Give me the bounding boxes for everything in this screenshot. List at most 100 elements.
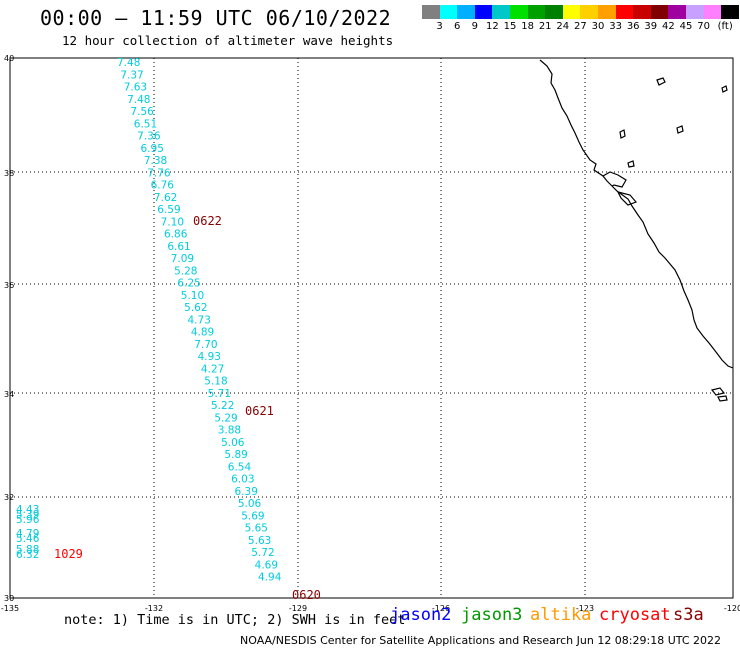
island-path-6 — [717, 395, 728, 402]
island-path-3 — [627, 160, 635, 168]
wave-height-label: 7.63 — [124, 82, 147, 94]
island-path-2 — [676, 125, 684, 134]
legend-label: 24 — [556, 21, 570, 32]
satellite-jason3-label: jason3 — [461, 605, 523, 625]
footer-note: note: 1) Time is in UTC; 2) SWH is in fe… — [64, 612, 406, 628]
lat-label: 34 — [4, 390, 14, 399]
wave-height-label: 7.36 — [137, 131, 161, 143]
page-subtitle: 12 hour collection of altimeter wave hei… — [62, 33, 394, 48]
legend-label: 27 — [574, 21, 587, 32]
wave-height-label: 5.06 — [221, 437, 245, 449]
wave-height-label: 3.88 — [218, 425, 241, 437]
wave-height-label: 4.94 — [258, 572, 282, 584]
wave-height-label: 7.38 — [144, 155, 167, 167]
lat-label: 36 — [4, 281, 14, 290]
time-labels: 0622 0621 0620 1029 — [54, 214, 321, 602]
wave-height-label: 4.69 — [255, 559, 278, 571]
lon-label: -129 — [289, 604, 307, 613]
legend-swatch — [439, 5, 458, 19]
wave-height-label: 7.48 — [117, 57, 140, 69]
coastline-path — [539, 59, 734, 369]
wave-height-label: 7.62 — [154, 192, 177, 204]
wave-height-label: 7.37 — [120, 69, 143, 81]
lat-label: 38 — [4, 169, 14, 178]
wave-height-label: 5.65 — [245, 523, 268, 535]
wave-height-label: 5.96 — [16, 514, 40, 526]
bay-inner-path — [616, 191, 638, 206]
wave-height-label: 7.76 — [147, 167, 171, 179]
lon-label: -132 — [145, 604, 163, 613]
wave-height-label: 7.10 — [161, 216, 184, 228]
wave-height-label: 6.03 — [231, 474, 254, 486]
pass-time-label: 0621 — [245, 404, 274, 418]
wave-height-label: 4.93 — [198, 351, 221, 363]
wave-height-label: 7.48 — [127, 94, 150, 106]
legend-swatch — [615, 5, 634, 19]
legend-swatch — [527, 5, 546, 19]
wave-track-west: 7.487.377.637.487.566.517.366.957.387.76… — [117, 57, 282, 584]
legend-swatch — [562, 5, 581, 19]
pass-time-label: 0620 — [292, 588, 321, 602]
legend-label: 12 — [486, 21, 499, 32]
wave-height-label: 4.27 — [201, 363, 224, 375]
legend-label: 42 — [662, 21, 675, 32]
coastline — [539, 59, 734, 402]
wave-height-label: 6.32 — [16, 549, 39, 561]
wave-height-label: 5.28 — [174, 265, 197, 277]
legend-label: 45 — [679, 21, 693, 32]
footer-credit: NOAA/NESDIS Center for Satellite Applica… — [240, 634, 722, 647]
legend-swatch — [509, 5, 528, 19]
wave-height-label: 6.51 — [134, 118, 157, 130]
legend-label: 21 — [538, 21, 552, 32]
legend-label: 36 — [626, 21, 640, 32]
wave-height-label: 6.76 — [151, 180, 175, 192]
legend-label: (ft) — [717, 21, 733, 32]
wave-height-label: 5.72 — [251, 547, 274, 559]
legend-label: 9 — [471, 21, 478, 32]
satellite-jason2-label: jason2 — [390, 605, 452, 625]
lon-label: -135 — [1, 604, 19, 613]
wave-height-label: 6.61 — [167, 241, 190, 253]
legend-swatch — [474, 5, 493, 19]
wave-height-label: 7.70 — [194, 339, 217, 351]
wave-height-label: 5.63 — [248, 535, 271, 547]
legend-swatch — [545, 5, 563, 19]
legend-swatch — [422, 5, 440, 19]
wave-height-label: 6.25 — [177, 278, 200, 290]
legend-label: 39 — [644, 21, 658, 32]
pass-time-label: 1029 — [54, 547, 83, 561]
lat-label: 32 — [4, 493, 14, 502]
wave-height-label: 7.09 — [171, 253, 194, 265]
legend-swatch — [703, 5, 722, 19]
lake-path — [619, 129, 626, 139]
legend-label: 3 — [436, 21, 443, 32]
lat-label: 40 — [4, 54, 14, 63]
lon-label: -123 — [576, 604, 594, 613]
island-path-5 — [710, 387, 726, 396]
wave-height-label: 5.62 — [184, 302, 207, 314]
legend-label: 30 — [591, 21, 605, 32]
lat-lon-grid — [10, 58, 733, 598]
island-path-1 — [656, 77, 666, 86]
wave-height-label: 5.10 — [181, 290, 204, 302]
wave-height-label: 4.43 — [16, 504, 39, 516]
page-title: 00:00 – 11:59 UTC 06/10/2022 — [40, 6, 392, 30]
legend-label: 18 — [521, 21, 534, 32]
satellite-s3a-label: s3a — [673, 605, 704, 625]
lon-label: -120 — [724, 604, 740, 613]
wave-height-label: 4.73 — [188, 314, 211, 326]
pass-time-label: 0622 — [193, 214, 222, 228]
wave-height-label: 4.79 — [16, 528, 39, 540]
wave-height-label: 6.54 — [228, 461, 252, 473]
axis-labels: 40 38 36 34 32 30-135 -132 -129 -126 -123 -120 — [1, 54, 740, 613]
legend-label: 15 — [503, 21, 517, 32]
legend-swatch — [633, 5, 651, 19]
lon-label: -126 — [432, 604, 450, 613]
legend-label: 6 — [454, 21, 461, 32]
legend-swatch — [685, 5, 704, 19]
legend-swatch — [597, 5, 616, 19]
wave-height-label: 6.39 — [235, 486, 258, 498]
island-path-4 — [721, 85, 728, 93]
legend-swatch — [580, 5, 598, 19]
